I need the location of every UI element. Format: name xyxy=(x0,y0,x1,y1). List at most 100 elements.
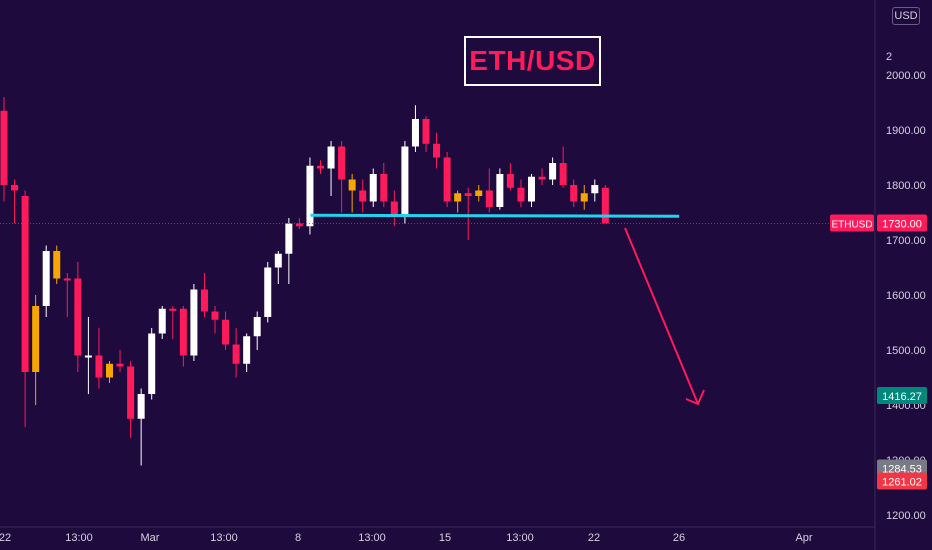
candle-body xyxy=(243,336,251,364)
candle xyxy=(106,361,113,383)
candle-body xyxy=(127,366,135,419)
candles-group xyxy=(0,97,609,466)
candle-body xyxy=(11,185,19,191)
candle xyxy=(433,132,441,169)
candle xyxy=(359,179,367,213)
candle xyxy=(232,328,240,378)
candle xyxy=(411,105,419,152)
candle xyxy=(84,317,92,394)
last-price-tag-bg xyxy=(877,214,927,232)
candle-body xyxy=(0,110,8,185)
candle xyxy=(264,262,272,323)
y-tick-label: 1600.00 xyxy=(886,290,926,302)
candle-body xyxy=(591,185,599,194)
candle xyxy=(306,157,314,235)
candle xyxy=(443,152,451,207)
candle xyxy=(538,168,546,185)
candle-body xyxy=(264,267,272,317)
candle-body xyxy=(485,190,493,207)
candle xyxy=(570,179,578,207)
candle-body xyxy=(559,163,567,185)
x-tick-label: 13:00 xyxy=(210,532,238,544)
y-tick-label: 1500.00 xyxy=(886,345,926,357)
candle xyxy=(380,163,388,207)
candle xyxy=(169,306,177,339)
y-tick-label: 1900.00 xyxy=(886,125,926,137)
candle-body xyxy=(348,179,356,191)
candle xyxy=(148,328,156,400)
x-tick-label: 13:00 xyxy=(65,532,93,544)
candle xyxy=(559,146,567,188)
candle-body xyxy=(549,163,557,180)
support-line[interactable] xyxy=(310,213,680,218)
candle-body xyxy=(53,251,61,279)
projection-arrow-head xyxy=(685,389,705,406)
candle xyxy=(274,251,282,284)
candle xyxy=(11,179,19,224)
candle xyxy=(0,97,8,202)
candle-body xyxy=(106,363,113,378)
candle xyxy=(74,262,82,372)
candle xyxy=(348,174,356,213)
candle xyxy=(222,311,230,350)
candle-body xyxy=(295,223,303,227)
chart-title: ETH/USD xyxy=(464,36,601,86)
candle-body xyxy=(327,146,335,169)
level-a-tag-bg xyxy=(877,387,927,405)
candle-body xyxy=(580,193,588,202)
x-tick-label: 8 xyxy=(295,532,301,544)
candle-body xyxy=(369,174,377,202)
candle xyxy=(517,179,525,207)
x-tick-label: 13:00 xyxy=(506,532,534,544)
candle xyxy=(506,163,514,191)
candle xyxy=(454,190,462,213)
level-c-tag: 1261.02 xyxy=(877,472,927,490)
candle-body xyxy=(601,187,609,224)
candle xyxy=(422,116,430,152)
candle-body xyxy=(232,344,240,364)
candle-body xyxy=(570,185,578,202)
y-tick-label: 1800.00 xyxy=(886,180,926,192)
candle xyxy=(401,141,409,224)
candle-body xyxy=(317,165,324,169)
y-tick-label: 1700.00 xyxy=(886,235,926,247)
candle xyxy=(42,245,50,317)
candle-body xyxy=(454,193,462,202)
candle-body xyxy=(274,253,282,268)
candle-body xyxy=(517,187,525,202)
x-tick-label: 22 xyxy=(588,532,600,544)
candle-body xyxy=(433,143,441,158)
candle-body xyxy=(285,223,293,254)
candle xyxy=(137,388,145,466)
price-axis[interactable]: 2 2000.00 1900.00 1800.00 1700.00 1600.00 1500… xyxy=(886,51,926,522)
candle-body xyxy=(506,174,514,188)
candle xyxy=(21,190,29,427)
time-axis[interactable]: 22 13:00 Mar 13:00 8 13:00 15 13:00 22 26 Apr xyxy=(0,532,813,544)
candle xyxy=(127,361,135,438)
candle-body xyxy=(200,289,208,312)
candle xyxy=(200,273,208,317)
candle xyxy=(475,185,483,202)
x-tick-label: Mar xyxy=(141,532,160,544)
level-a-tag: 1416.27 xyxy=(877,387,927,405)
candle-body xyxy=(222,319,230,345)
candle xyxy=(369,168,377,207)
currency-button[interactable]: USD xyxy=(892,7,920,25)
y-tick-label: 2000.00 xyxy=(886,70,926,82)
candle xyxy=(179,306,187,367)
symbol-tag-bg xyxy=(830,214,874,232)
candle-body xyxy=(116,363,124,367)
candle-body xyxy=(63,278,71,281)
symbol-tag[interactable]: ETHUSD xyxy=(830,214,874,232)
candle-body xyxy=(528,176,535,202)
candle-body xyxy=(190,289,198,356)
candle xyxy=(485,168,493,213)
candle xyxy=(253,311,261,350)
projection-arrow-shaft[interactable] xyxy=(624,227,699,405)
candle xyxy=(464,187,472,240)
last-price-tag-text: 1730.00 xyxy=(882,219,922,231)
level-c-tag-text: 1261.02 xyxy=(882,476,922,488)
candle-body xyxy=(380,174,388,202)
